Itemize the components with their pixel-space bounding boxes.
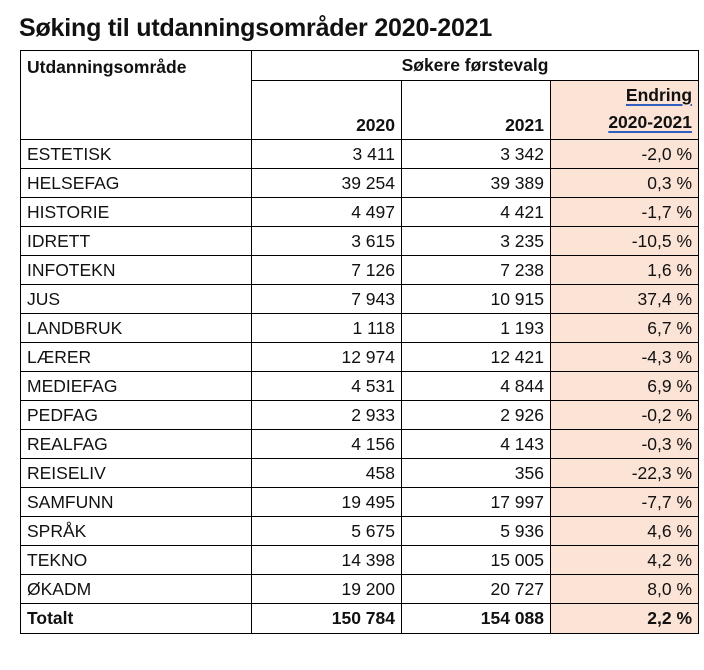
change-cell: 6,9 % — [549, 371, 700, 401]
change-cell: 4,6 % — [549, 516, 700, 546]
value-2020-cell: 4 531 — [251, 371, 402, 401]
header-year-2021: 2021 — [401, 80, 551, 140]
value-2020-cell: 7 943 — [251, 284, 402, 314]
area-cell: ESTETISK — [20, 139, 252, 169]
page-title: Søking til utdanningsområder 2020-2021 — [19, 14, 493, 42]
area-cell: MEDIEFAG — [20, 371, 252, 401]
value-2020-cell: 7 126 — [251, 255, 402, 285]
table-row: HISTORIE 4 497 4 421 -1,7 % — [20, 197, 700, 227]
table-row: LANDBRUK 1 118 1 193 6,7 % — [20, 313, 700, 343]
value-2020-cell: 14 398 — [251, 545, 402, 575]
change-cell: 8,0 % — [549, 574, 700, 604]
table-row: SPRÅK 5 675 5 936 4,6 % — [20, 516, 700, 546]
value-2021-cell: 4 143 — [401, 429, 551, 459]
value-2021-cell: 154 088 — [401, 603, 551, 634]
value-2020-cell: 4 497 — [251, 197, 402, 227]
table-row: SAMFUNN 19 495 17 997 -7,7 % — [20, 487, 700, 517]
area-cell: LÆRER — [20, 342, 252, 372]
change-cell: 4,2 % — [549, 545, 700, 575]
change-cell: -10,5 % — [549, 226, 700, 256]
value-2020-cell: 150 784 — [251, 603, 402, 634]
change-cell: -1,7 % — [549, 197, 700, 227]
header-area: Utdanningsområde — [20, 50, 252, 140]
value-2021-cell: 356 — [401, 458, 551, 488]
value-2020-cell: 19 495 — [251, 487, 402, 517]
header-change-line2: 2020-2021 — [608, 112, 693, 132]
change-cell: 6,7 % — [549, 313, 700, 343]
area-cell: ØKADM — [20, 574, 252, 604]
value-2021-cell: 20 727 — [401, 574, 551, 604]
table-row: INFOTEKN 7 126 7 238 1,6 % — [20, 255, 700, 285]
table-row: LÆRER 12 974 12 421 -4,3 % — [20, 342, 700, 372]
header-row: Utdanningsområde Søkere førstevalg — [20, 50, 700, 140]
area-cell: LANDBRUK — [20, 313, 252, 343]
value-2021-cell: 12 421 — [401, 342, 551, 372]
area-cell: SPRÅK — [20, 516, 252, 546]
area-cell: Totalt — [20, 603, 252, 634]
area-cell: PEDFAG — [20, 400, 252, 430]
total-row: Totalt 150 784 154 088 2,2 % — [20, 603, 700, 634]
value-2020-cell: 12 974 — [251, 342, 402, 372]
table-row: MEDIEFAG 4 531 4 844 6,9 % — [20, 371, 700, 401]
area-cell: INFOTEKN — [20, 255, 252, 285]
table-row: REALFAG 4 156 4 143 -0,3 % — [20, 429, 700, 459]
value-2020-cell: 2 933 — [251, 400, 402, 430]
value-2021-cell: 7 238 — [401, 255, 551, 285]
table-row: PEDFAG 2 933 2 926 -0,2 % — [20, 400, 700, 430]
value-2020-cell: 3 615 — [251, 226, 402, 256]
value-2021-cell: 15 005 — [401, 545, 551, 575]
value-2020-cell: 5 675 — [251, 516, 402, 546]
value-2020-cell: 19 200 — [251, 574, 402, 604]
value-2021-cell: 4 421 — [401, 197, 551, 227]
area-cell: REALFAG — [20, 429, 252, 459]
table-body: Utdanningsområde Søkere førstevalg 2020 … — [20, 50, 700, 634]
table-row: ØKADM 19 200 20 727 8,0 % — [20, 574, 700, 604]
value-2021-cell: 3 342 — [401, 139, 551, 169]
change-cell: 1,6 % — [549, 255, 700, 285]
change-cell: -22,3 % — [549, 458, 700, 488]
header-change-line1: Endring — [625, 85, 693, 105]
value-2021-cell: 3 235 — [401, 226, 551, 256]
area-cell: TEKNO — [20, 545, 252, 575]
value-2021-cell: 1 193 — [401, 313, 551, 343]
area-cell: IDRETT — [20, 226, 252, 256]
area-cell: SAMFUNN — [20, 487, 252, 517]
table-row: JUS 7 943 10 915 37,4 % — [20, 284, 700, 314]
value-2020-cell: 458 — [251, 458, 402, 488]
change-cell: 37,4 % — [549, 284, 700, 314]
value-2020-cell: 1 118 — [251, 313, 402, 343]
value-2021-cell: 39 389 — [401, 168, 551, 198]
table-row: TEKNO 14 398 15 005 4,2 % — [20, 545, 700, 575]
header-year-2020: 2020 — [251, 80, 402, 140]
value-2021-cell: 5 936 — [401, 516, 551, 546]
header-group: Søkere førstevalg — [250, 50, 700, 81]
change-cell: -4,3 % — [549, 342, 700, 372]
change-cell: -0,3 % — [549, 429, 700, 459]
change-cell: -2,0 % — [549, 139, 700, 169]
area-cell: HISTORIE — [20, 197, 252, 227]
value-2020-cell: 4 156 — [251, 429, 402, 459]
value-2020-cell: 3 411 — [251, 139, 402, 169]
value-2020-cell: 39 254 — [251, 168, 402, 198]
table-row: IDRETT 3 615 3 235 -10,5 % — [20, 226, 700, 256]
area-cell: REISELIV — [20, 458, 252, 488]
value-2021-cell: 2 926 — [401, 400, 551, 430]
header-change: Endring 2020-2021 — [549, 80, 700, 140]
area-cell: HELSEFAG — [20, 168, 252, 198]
change-cell: 2,2 % — [549, 603, 700, 634]
table-row: ESTETISK 3 411 3 342 -2,0 % — [20, 139, 700, 169]
table-row: HELSEFAG 39 254 39 389 0,3 % — [20, 168, 700, 198]
value-2021-cell: 4 844 — [401, 371, 551, 401]
change-cell: -0,2 % — [549, 400, 700, 430]
value-2021-cell: 10 915 — [401, 284, 551, 314]
change-cell: -7,7 % — [549, 487, 700, 517]
applicants-table: Utdanningsområde Søkere førstevalg 2020 … — [20, 50, 700, 634]
area-cell: JUS — [20, 284, 252, 314]
header-subrow: 2020 2021 Endring 2020-2021 — [21, 80, 700, 140]
value-2021-cell: 17 997 — [401, 487, 551, 517]
change-cell: 0,3 % — [549, 168, 700, 198]
table-row: REISELIV 458 356 -22,3 % — [20, 458, 700, 488]
